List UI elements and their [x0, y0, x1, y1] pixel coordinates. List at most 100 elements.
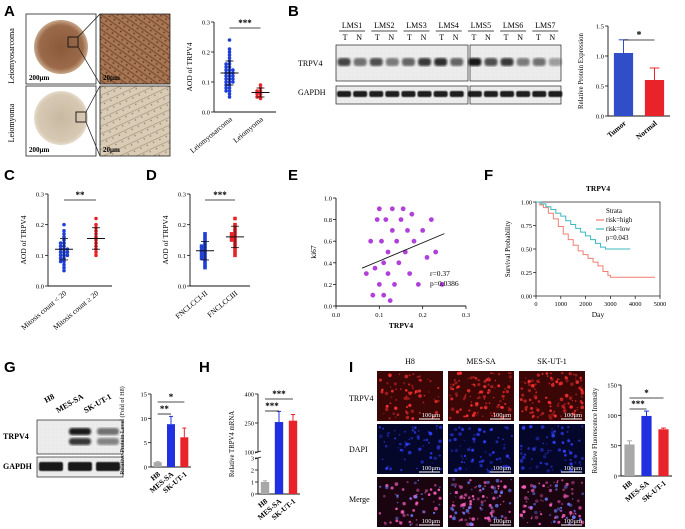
y-tick-label: 0.0	[324, 304, 332, 311]
significance-label: **	[76, 190, 86, 200]
data-point	[428, 217, 434, 223]
fluor-cell	[546, 469, 550, 473]
fluor-cell	[524, 377, 527, 379]
fluor-cell	[408, 391, 412, 396]
y-tick-label: 0.2	[36, 222, 44, 229]
data-point	[58, 256, 63, 261]
fluor-cell	[472, 498, 475, 501]
fluor-cell	[531, 411, 534, 414]
data-point	[394, 238, 400, 244]
fluor-cell	[469, 479, 472, 482]
fluor-cell	[502, 465, 506, 469]
fluor-cell	[534, 383, 537, 386]
fluor-cell	[422, 401, 425, 404]
fluor-cell	[404, 374, 409, 379]
blot-lane-label: LMS3	[406, 21, 426, 30]
lane-sub-label: N	[453, 33, 459, 42]
data-point	[227, 92, 232, 96]
fluor-cell	[491, 510, 493, 512]
fluor-cell	[527, 389, 532, 393]
fluor-cell	[417, 479, 420, 482]
bar	[153, 462, 162, 467]
fluor-cell	[471, 458, 475, 461]
data-point	[203, 259, 207, 264]
data-point	[62, 268, 66, 273]
fluor-cell	[550, 488, 552, 491]
significance-label: ***	[272, 389, 286, 399]
fluor-cell	[504, 387, 506, 390]
fluor-cell	[503, 485, 507, 489]
fluor-cell	[560, 431, 564, 436]
data-point	[224, 62, 228, 66]
data-point	[58, 244, 63, 248]
fluor-cell	[525, 405, 529, 409]
fluor-cell	[412, 387, 414, 389]
y-tick-label: 10	[141, 416, 148, 423]
fluor-cell	[532, 492, 536, 496]
fluor-cell	[580, 385, 583, 387]
y-tick-label: 0.6	[324, 239, 333, 246]
fluor-cell	[489, 460, 493, 465]
significance-label: ***	[238, 18, 252, 28]
fluor-cell	[434, 399, 438, 404]
fluor-cell	[549, 449, 552, 452]
fluor-cell	[533, 502, 536, 506]
y-tick-label: 0.2	[178, 222, 186, 229]
fluor-cell	[553, 508, 558, 513]
x-tick-label: 0.3	[462, 312, 470, 319]
fluor-cell	[544, 396, 548, 399]
data-point	[229, 238, 234, 242]
blot-band-trpv4	[401, 58, 415, 66]
bar	[274, 422, 284, 494]
fluor-cell	[495, 458, 499, 461]
data-point	[231, 77, 235, 81]
fluor-cell	[529, 467, 531, 470]
blot-band-trpv4	[516, 58, 530, 66]
y-tick-label: 0.0	[178, 284, 186, 291]
fluor-cell	[507, 385, 511, 389]
fluor-cell	[464, 502, 467, 504]
fluor-cell	[383, 412, 385, 415]
data-point	[407, 271, 413, 276]
fluor-cell	[580, 405, 585, 410]
fluor-cell	[461, 457, 464, 460]
fluor-cell	[476, 411, 480, 414]
blot-band-gapdh	[548, 91, 563, 97]
fluor-cell	[405, 442, 409, 446]
fluor-cell	[574, 512, 577, 515]
fluor-cell	[394, 482, 399, 486]
lane-sub-label: T	[439, 33, 444, 42]
data-point	[363, 271, 369, 276]
data-point	[258, 96, 263, 101]
tma-core-myoma	[34, 91, 88, 145]
fluor-cell	[411, 417, 415, 420]
blot-band-gapdh	[532, 91, 547, 97]
x-category-label: FNCLCCIII	[205, 288, 239, 319]
fluor-cell	[500, 405, 504, 409]
zoom-box-myoma	[75, 111, 87, 123]
data-point	[203, 238, 207, 242]
data-point	[199, 244, 204, 248]
fluor-row-label: TRPV4	[349, 394, 373, 403]
fluor-cell	[507, 372, 510, 375]
panel-label-e: E	[288, 167, 298, 184]
fluor-cell	[428, 391, 430, 393]
fluor-cell	[561, 516, 564, 519]
y-tick-label: 1.00	[521, 200, 532, 207]
fluor-cell	[394, 416, 397, 418]
fluor-cell	[469, 376, 473, 380]
fluor-cell	[479, 489, 482, 492]
fluor-cell	[529, 411, 532, 414]
data-point	[231, 74, 235, 78]
fluor-scale-label: 100μm	[564, 412, 582, 419]
fluor-cell	[529, 507, 533, 511]
data-point	[224, 80, 228, 84]
fluor-cell	[402, 513, 406, 517]
fluor-cell	[564, 376, 567, 378]
data-point	[383, 217, 389, 223]
fluor-cell	[419, 378, 422, 382]
bar	[658, 429, 669, 476]
x-category-label: Leiomyosarcoma	[188, 114, 234, 155]
fluor-cell	[423, 394, 426, 397]
fluor-cell	[567, 502, 571, 506]
